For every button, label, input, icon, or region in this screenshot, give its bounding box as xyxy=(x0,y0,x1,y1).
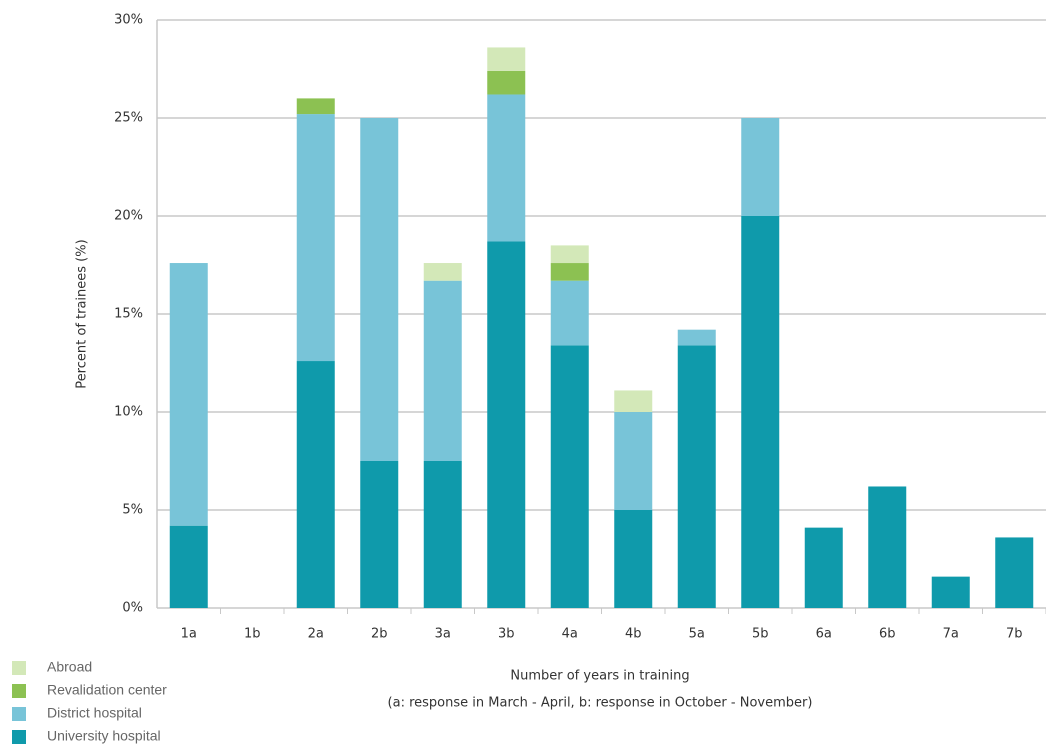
y-tick-label: 25% xyxy=(114,111,143,126)
bar-segment xyxy=(677,345,716,608)
bar-segment xyxy=(169,263,208,526)
bar-segment xyxy=(550,245,589,264)
bar-segment xyxy=(931,576,970,608)
x-tick-label: 4a xyxy=(562,627,578,642)
y-tick-label: 15% xyxy=(114,307,143,322)
x-tick-label: 4b xyxy=(625,627,642,642)
y-tick-label: 30% xyxy=(114,13,143,28)
bar-segment xyxy=(995,537,1034,608)
bar-segment xyxy=(169,525,208,608)
bar-segment xyxy=(487,94,526,242)
legend-label: Abroad xyxy=(47,659,92,675)
x-axis-note: (a: response in March - April, b: respon… xyxy=(388,696,813,711)
bar-segment xyxy=(360,118,399,461)
legend-label: District hospital xyxy=(47,705,142,721)
bar-segment xyxy=(550,345,589,608)
bar-segment xyxy=(550,280,589,346)
x-tick-label: 2a xyxy=(308,627,324,642)
x-tick-label: 5b xyxy=(752,627,769,642)
legend-swatch xyxy=(12,707,26,721)
legend-swatch xyxy=(12,661,26,675)
bar-segment xyxy=(614,510,653,608)
bar-segment xyxy=(296,98,335,115)
bar-segment xyxy=(487,47,526,71)
y-tick-label: 10% xyxy=(114,405,143,420)
y-tick-label: 0% xyxy=(122,601,143,616)
bar-segment xyxy=(296,114,335,362)
x-tick-label: 7b xyxy=(1006,627,1023,642)
bar-segment xyxy=(360,461,399,608)
x-tick-label: 2b xyxy=(371,627,388,642)
bar-segment xyxy=(614,412,653,510)
legend: University hospital District hospital Reva… xyxy=(12,659,167,744)
x-tick-label: 6a xyxy=(816,627,832,642)
x-axis-label: Number of years in training xyxy=(510,669,689,684)
bar-segment xyxy=(487,70,526,95)
x-tick-label: 5a xyxy=(689,627,705,642)
x-tick-label: 3b xyxy=(498,627,515,642)
bar-segment xyxy=(868,486,907,608)
y-tick-label: 5% xyxy=(122,503,143,518)
x-tick-label: 1b xyxy=(244,627,261,642)
legend-swatch xyxy=(12,684,26,698)
bar-segment xyxy=(423,263,462,281)
bar-segment xyxy=(423,461,462,608)
legend-label: University hospital xyxy=(47,728,161,744)
y-tick-label: 20% xyxy=(114,209,143,224)
legend-swatch xyxy=(12,730,26,744)
x-tick-label: 3a xyxy=(435,627,451,642)
bar-segment xyxy=(550,263,589,281)
legend-label: Revalidation center xyxy=(47,682,167,698)
bar-segment xyxy=(423,280,462,461)
bar-segment xyxy=(614,390,653,412)
y-axis-label: Percent of trainees (%) xyxy=(75,239,90,388)
x-tick-label: 7a xyxy=(943,627,959,642)
bar-segment xyxy=(741,118,780,216)
bar-segment xyxy=(487,241,526,609)
bar-segment xyxy=(741,216,780,608)
bar-segment xyxy=(677,329,716,346)
x-tick-label: 6b xyxy=(879,627,896,642)
x-tick-label: 1a xyxy=(181,627,197,642)
bar-segment xyxy=(804,527,843,608)
bar-segment xyxy=(296,361,335,608)
